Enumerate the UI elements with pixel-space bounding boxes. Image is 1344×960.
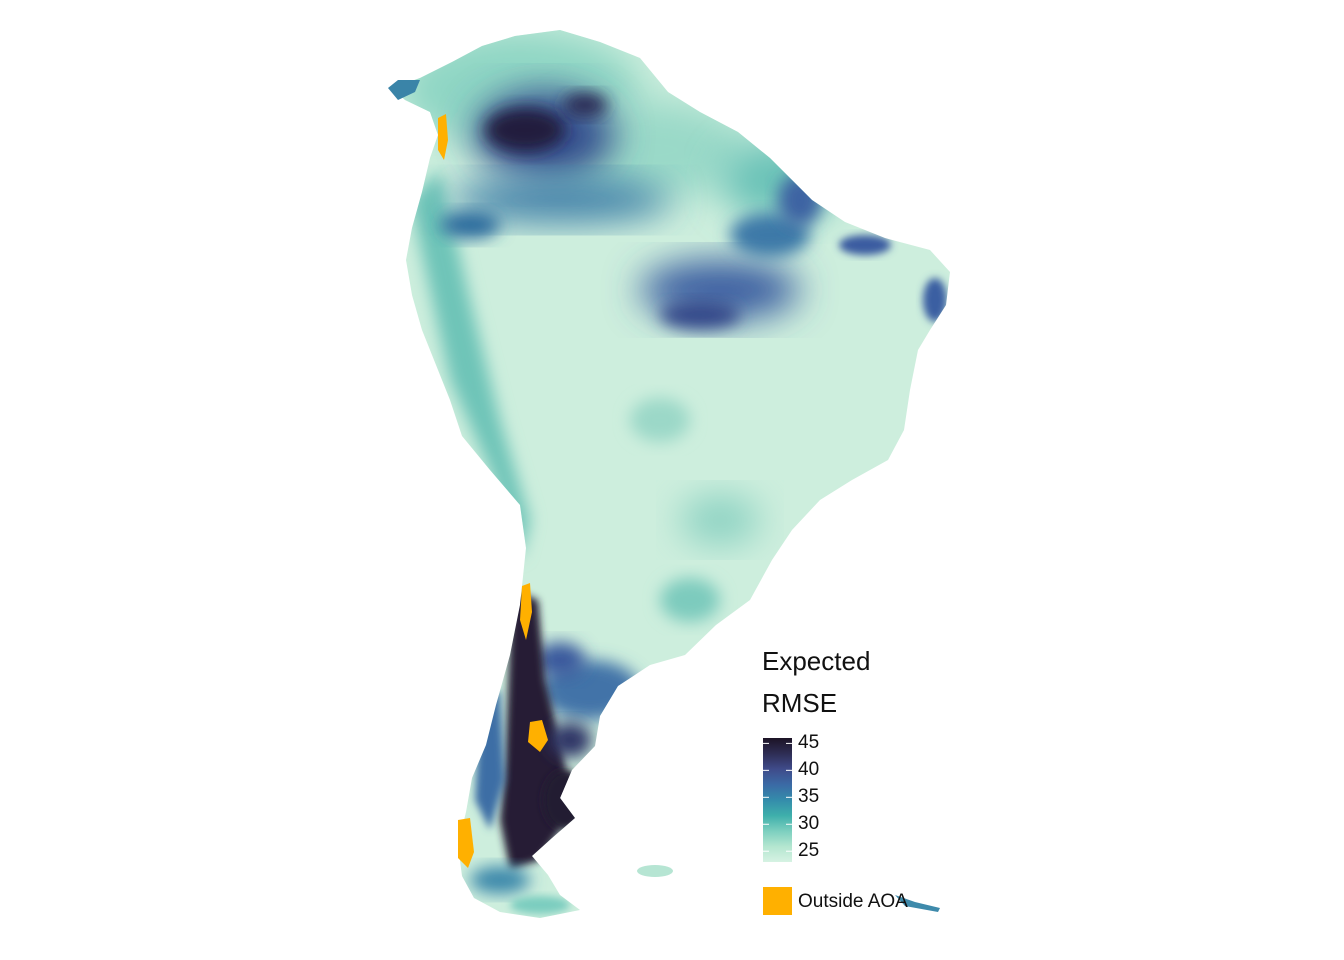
colorbar-tick-label: 45 xyxy=(798,732,820,754)
outside-aoa-label: Outside AOA xyxy=(798,891,908,912)
colorbar-tick-label: 25 xyxy=(798,840,820,862)
falkland-islands xyxy=(637,865,673,877)
outside-aoa-swatch xyxy=(763,887,792,915)
legend-title-line2: RMSE xyxy=(762,688,838,718)
rmse-surface xyxy=(400,30,947,914)
caribbean-coast-fringe xyxy=(388,80,420,100)
legend-title-line1: Expected xyxy=(762,646,871,676)
outside-aoa-patches xyxy=(438,114,548,868)
colorbar xyxy=(763,738,792,862)
tierra-del-fuego-tip xyxy=(895,895,940,912)
colorbar-tick-label: 40 xyxy=(798,759,820,781)
colorbar-tick-label: 30 xyxy=(798,813,820,835)
colorbar-tick-label: 35 xyxy=(798,786,820,808)
